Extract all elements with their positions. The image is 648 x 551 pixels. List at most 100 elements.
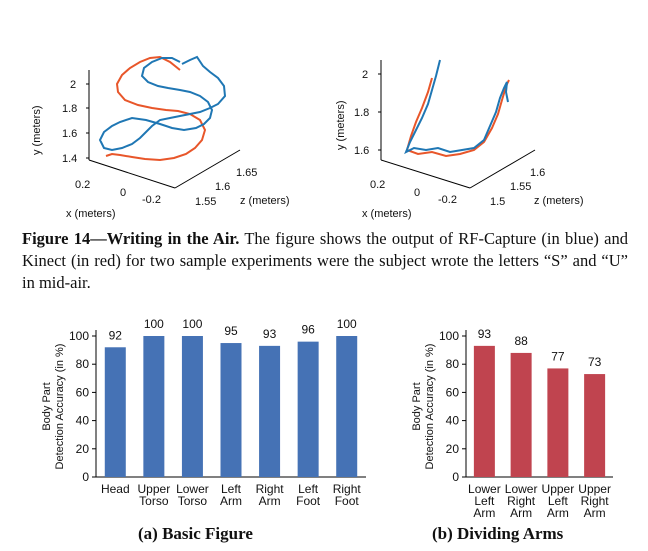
bar [259, 345, 281, 477]
bar-value-label: 100 [337, 317, 357, 331]
category-label: Foot [296, 494, 321, 508]
y-axis-label: y (meters) [335, 101, 347, 151]
y-tick-label: 1.8 [354, 107, 369, 119]
y-tick-label: 40 [446, 414, 460, 428]
bar-value-label: 95 [224, 324, 238, 338]
bar [143, 336, 165, 477]
y-tick-label: 1.6 [62, 128, 77, 140]
category-label: Arm [220, 494, 242, 508]
z-tick-label: 1.5 [490, 196, 505, 208]
y-tick-label: 20 [446, 442, 460, 456]
bar [181, 336, 203, 477]
category-label: Left [221, 482, 242, 496]
y-tick-label: 80 [446, 357, 460, 371]
bar [220, 343, 242, 477]
y-tick-label: 100 [439, 329, 459, 343]
z-axis-line [174, 149, 241, 189]
figure-14-label: Figure 14—Writing in the Air. [22, 229, 240, 248]
category-label: Lower [468, 482, 501, 496]
bar [104, 347, 126, 477]
category-label: Foot [335, 494, 360, 508]
bar [297, 341, 319, 477]
x-tick-label: 0 [120, 187, 126, 199]
x-tick-label: 0.2 [370, 179, 385, 191]
category-label: Lower [176, 482, 209, 496]
category-label: Left [548, 494, 569, 508]
kinect-trajectory-s [105, 55, 207, 162]
z-tick-label: 1.55 [510, 181, 531, 193]
subcaption-a: (a) Basic Figure [138, 524, 253, 543]
rf-capture-trajectory-u [404, 59, 509, 155]
y-axis-label-line: Body Part [411, 382, 423, 430]
y-axis-label-line: Body Part [41, 382, 53, 430]
y-tick-label: 2 [362, 69, 368, 81]
category-label: Right [507, 494, 536, 508]
y-tick-label: 2 [70, 79, 76, 91]
y-tick-label: 40 [76, 414, 90, 428]
category-label: Right [256, 482, 285, 496]
y-axis-label: Body Part Detection Accuracy (in %) [41, 344, 66, 470]
z-axis-label: z (meters) [240, 195, 290, 207]
category-label: Upper [542, 482, 575, 496]
bar-value-label: 100 [182, 317, 202, 331]
category-label: Arm [259, 494, 281, 508]
bar-value-label: 96 [301, 323, 315, 337]
x-axis-label: x (meters) [362, 208, 412, 220]
y-ticks: 2 1.8 1.6 [354, 69, 381, 157]
rf-capture-trajectory-s [98, 55, 227, 152]
subcaption-b: (b) Dividing Arms [432, 524, 564, 543]
figure-14-text: The figure shows the output of RF-Captur… [22, 229, 629, 292]
y-axis-label: y (meters) [31, 106, 43, 156]
z-tick-label: 1.6 [530, 167, 545, 179]
category-label: Arm [510, 506, 532, 520]
bar-value-label: 92 [109, 328, 123, 342]
category-label: Torso [178, 494, 208, 508]
category-label: Arm [547, 506, 569, 520]
bar-value-label: 88 [514, 334, 528, 348]
category-label: Left [474, 494, 495, 508]
z-tick-label: 1.55 [195, 196, 216, 208]
category-label: Head [101, 482, 130, 496]
x-tick-label: 0 [414, 187, 420, 199]
x-tick-label: 0.2 [75, 179, 90, 191]
x-axis-line [88, 159, 176, 189]
y-tick-label: 80 [76, 357, 90, 371]
category-label: Left [298, 482, 319, 496]
kinect-trajectory-u [405, 77, 510, 158]
category-label: Arm [473, 506, 495, 520]
category-label: Lower [505, 482, 538, 496]
bar [336, 336, 358, 477]
figure-14-caption: Figure 14—Writing in the Air. The figure… [22, 228, 628, 294]
bar-value-label: 100 [144, 317, 164, 331]
z-axis-label: z (meters) [534, 195, 584, 207]
bar [473, 345, 495, 477]
y-ticks: 2 1.8 1.6 1.4 [62, 79, 89, 165]
y-tick-label: 1.6 [354, 145, 369, 157]
y-tick-label: 0 [82, 470, 89, 484]
y-tick-label: 1.4 [62, 153, 77, 165]
category-label: Arm [584, 506, 606, 520]
x-axis-label: x (meters) [66, 208, 116, 220]
y-axis-label: Body Part Detection Accuracy (in %) [411, 344, 436, 470]
bar [547, 368, 569, 477]
bar-value-label: 73 [588, 355, 602, 369]
y-tick-label: 100 [69, 329, 89, 343]
y-axis-label-line: Detection Accuracy (in %) [54, 344, 66, 470]
y-tick-label: 60 [446, 385, 460, 399]
z-tick-label: 1.6 [215, 181, 230, 193]
bar-value-label: 77 [551, 349, 565, 363]
y-tick-label: 1.8 [62, 103, 77, 115]
category-label: Torso [139, 494, 169, 508]
category-label: Right [333, 482, 362, 496]
bar [584, 374, 606, 477]
bar [510, 352, 532, 477]
bar-value-label: 93 [478, 327, 492, 341]
category-label: Right [581, 494, 610, 508]
x-tick-label: -0.2 [438, 194, 457, 206]
y-tick-label: 0 [452, 470, 459, 484]
